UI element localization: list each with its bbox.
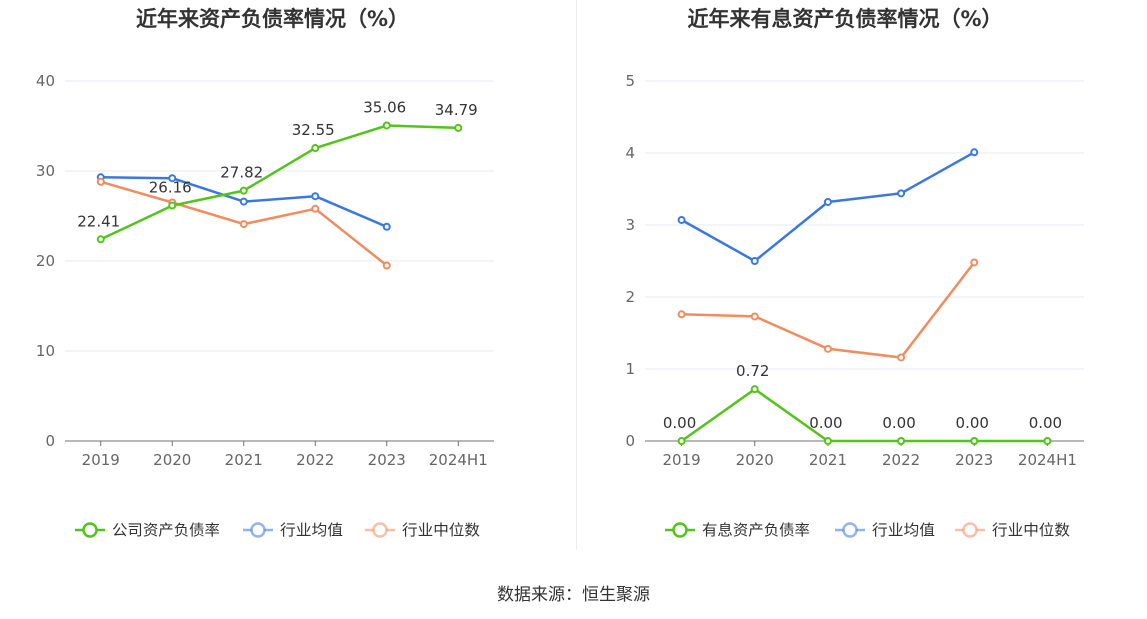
data-label: 32.55: [292, 121, 335, 139]
data-point: [168, 174, 177, 183]
x-tick-label: 2022: [882, 451, 920, 469]
panel-divider: [576, 0, 577, 550]
data-point: [382, 222, 391, 231]
data-point: [382, 261, 391, 270]
series-line: [680, 387, 1048, 443]
data-label: 0.00: [809, 414, 842, 432]
x-tick-label: 2020: [736, 451, 774, 469]
data-point: [750, 312, 759, 321]
x-tick-label: 2021: [809, 451, 847, 469]
x-tick-label: 2020: [153, 451, 191, 469]
legend-label: 有息资产负债率: [702, 521, 810, 539]
x-tick-label: 2021: [225, 451, 263, 469]
chart-title-left: 近年来资产负债率情况（%）: [135, 7, 410, 31]
data-point: [311, 204, 320, 213]
data-point: [970, 258, 979, 267]
data-point: [239, 197, 248, 206]
data-point: [382, 121, 391, 130]
data-point: [311, 192, 320, 201]
data-label: 22.41: [77, 212, 120, 230]
data-point: [823, 344, 832, 353]
y-tick-label: 5: [625, 72, 635, 90]
data-point: [677, 310, 686, 319]
data-point: [823, 197, 832, 206]
data-label: 27.82: [220, 164, 263, 182]
y-tick-label: 1: [625, 360, 635, 378]
data-point: [454, 123, 463, 132]
data-label: 0.00: [956, 414, 989, 432]
series-line: [680, 151, 975, 263]
x-tick-label: 2024H1: [429, 451, 488, 469]
data-point: [823, 437, 832, 445]
data-point: [897, 437, 906, 445]
data-label: 0.00: [1029, 414, 1062, 432]
data-label: 0.00: [663, 414, 696, 432]
y-tick-label: 2: [625, 288, 635, 306]
data-label: 0.72: [736, 362, 769, 380]
legend-label: 行业中位数: [992, 521, 1070, 539]
data-point: [750, 385, 759, 394]
data-point: [96, 235, 105, 244]
y-tick-label: 3: [625, 216, 635, 234]
series-line: [681, 261, 976, 359]
y-tick-label: 20: [36, 252, 55, 270]
data-point: [311, 144, 320, 153]
data-point: [239, 186, 248, 195]
interest-bearing-liability-chart: 0 1 2 3 4 5 2019 2020 2021 2022 2023 2024H1 0.00 0.72…: [625, 72, 1084, 539]
data-point: [1043, 437, 1052, 445]
y-tick-label: 40: [36, 72, 55, 90]
x-tick-label: 2024H1: [1018, 451, 1077, 469]
x-tick-label: 2023: [955, 451, 993, 469]
x-tick-label: 2023: [368, 451, 406, 469]
data-label: 26.16: [149, 179, 192, 197]
data-point: [168, 201, 177, 210]
data-source: 数据来源：恒生聚源: [497, 585, 650, 605]
x-tick-label: 2022: [296, 451, 334, 469]
chart-title-right: 近年来有息资产负债率情况（%）: [687, 7, 1003, 31]
data-point: [970, 437, 979, 445]
data-point: [970, 148, 979, 157]
data-label: 35.06: [363, 98, 406, 116]
data-point: [239, 220, 248, 229]
asset-liability-chart: 0 10 20 30 40 2019 2020 2021 2022 2023 2024H1 22.41…: [36, 72, 494, 539]
legend-marker: [962, 522, 978, 538]
legend-label: 行业中位数: [402, 521, 480, 539]
y-tick-label: 10: [36, 342, 55, 360]
legend-marker: [82, 522, 98, 538]
y-tick-label: 0: [625, 432, 635, 450]
y-tick-label: 0: [45, 432, 55, 450]
data-point: [897, 189, 906, 198]
legend-marker: [842, 522, 858, 538]
x-tick-label: 2019: [662, 451, 700, 469]
legend-marker: [250, 522, 266, 538]
data-label: 0.00: [882, 414, 915, 432]
y-tick-label: 4: [625, 144, 635, 162]
legend-marker: [672, 522, 688, 538]
series-line: [100, 124, 459, 241]
legend-label: 行业均值: [280, 521, 343, 539]
legend-label: 行业均值: [872, 521, 935, 539]
data-label: 34.79: [435, 101, 478, 119]
legend-marker: [372, 522, 388, 538]
data-point: [96, 177, 105, 186]
legend-label: 公司资产负债率: [112, 521, 220, 539]
data-point: [677, 437, 686, 445]
data-point: [750, 257, 759, 265]
y-tick-label: 30: [36, 162, 55, 180]
x-tick-label: 2019: [82, 451, 120, 469]
data-point: [897, 353, 906, 362]
data-point: [677, 215, 686, 224]
